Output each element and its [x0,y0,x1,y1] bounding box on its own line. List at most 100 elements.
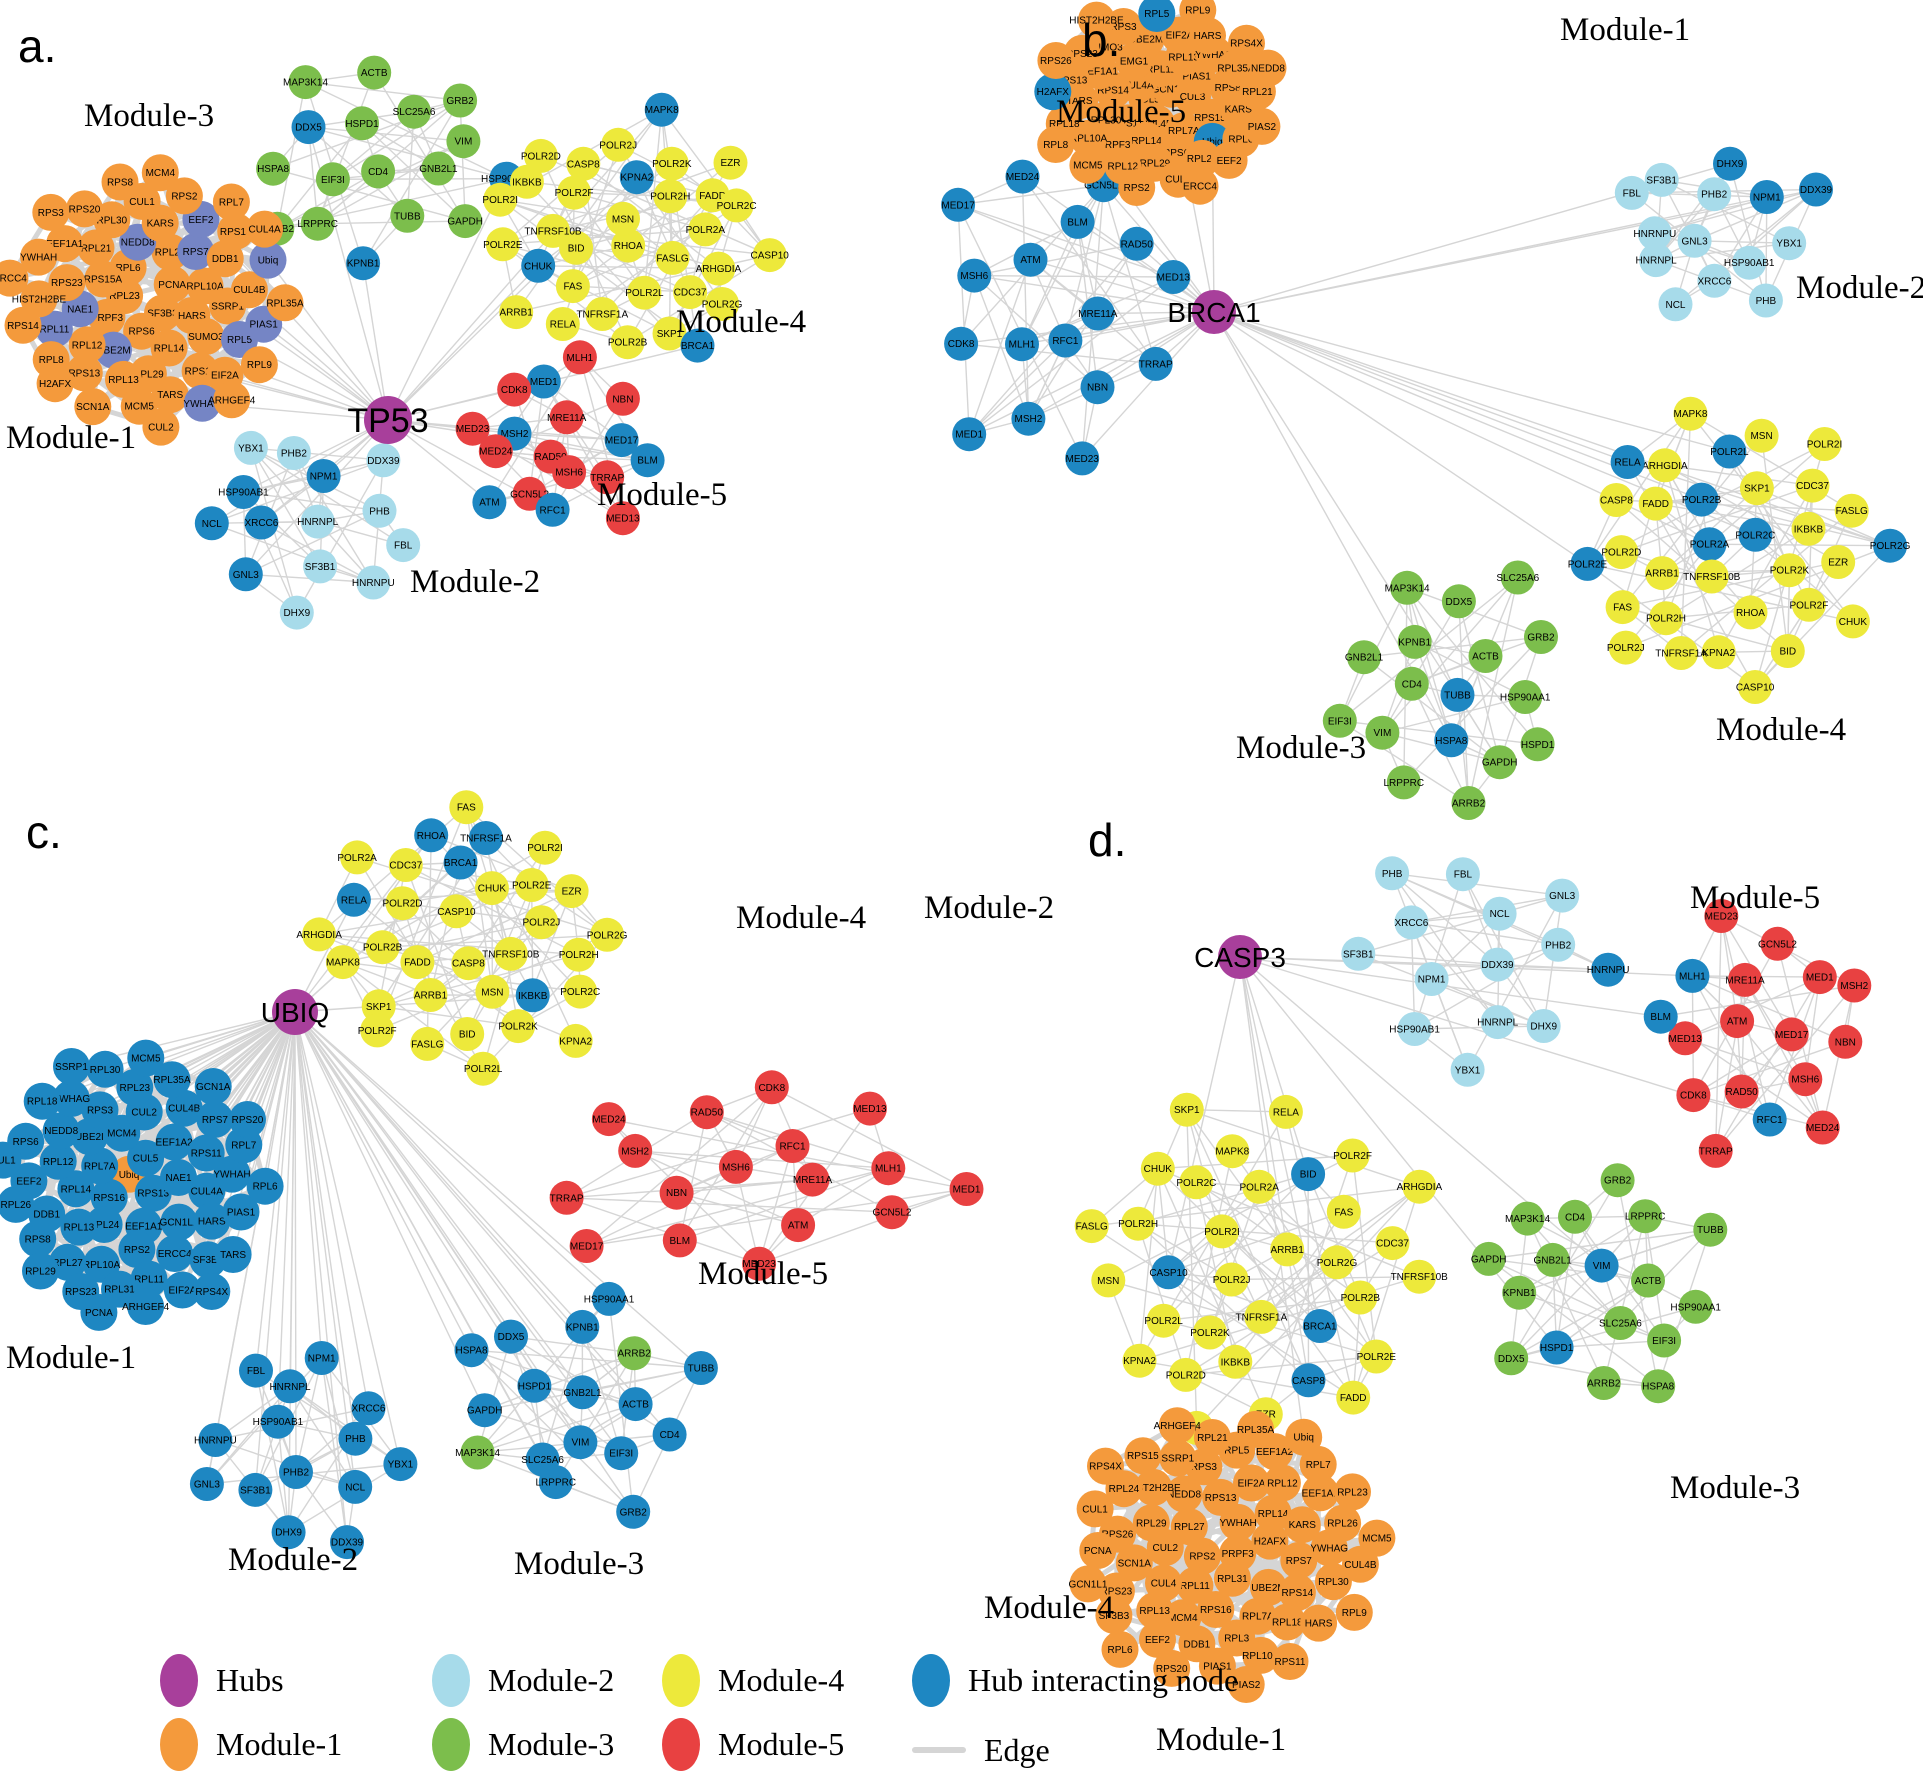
node-atm: ATM [1720,1004,1754,1038]
node-casp8: CASP8 [566,147,600,181]
node-sf3b1: SF3B1 [303,549,337,583]
node-polr2g: POLR2G [1870,529,1911,563]
node-hnrnpl: HNRNPL [1636,243,1678,277]
node-mapk8: MAPK8 [326,945,360,979]
node-map3k14: MAP3K14 [1385,571,1430,605]
module-label-module-1-a: Module-1 [6,420,136,456]
node-fbl: FBL [1615,176,1649,210]
node-polr2g: POLR2G [1317,1245,1358,1279]
node-rfc1: RFC1 [776,1129,810,1163]
node-rela: RELA [1611,445,1645,479]
node-polr2a: POLR2A [1239,1170,1279,1204]
node-sumo3: SUMO3 [187,318,224,355]
node-fbl: FBL [1446,857,1480,891]
node-map3k14: MAP3K14 [1505,1202,1550,1236]
node-cul4a: CUL4A [246,211,283,248]
node-blm: BLM [1644,1000,1678,1034]
node-xrcc6: XRCC6 [352,1391,386,1425]
node-msh2: MSH2 [1011,402,1045,436]
node-pcna: PCNA [154,266,191,303]
node-tubb: TUBB [1693,1213,1727,1247]
node-fas: FAS [1606,590,1640,624]
node-cdc37: CDC37 [389,848,423,882]
node-rps11: RPS11 [1272,1643,1309,1680]
node-rpl9: RPL9 [1336,1594,1373,1631]
node-eef2: EEF2 [1211,142,1248,179]
node-mcm5: MCM5 [1069,147,1106,184]
node-msh2: MSH2 [1837,969,1871,1003]
module-label-module-4-a: Module-4 [676,304,806,340]
node-cd4: CD4 [1395,667,1429,701]
module-label-module-3-b: Module-3 [1236,730,1366,766]
node-mcm5: MCM5 [1358,1520,1395,1557]
node-rfc1: RFC1 [536,493,570,527]
node-ubiq: Ubiq [1285,1419,1322,1456]
node-tars: TARS [215,1236,252,1273]
node-sf3b1: SF3B1 [1341,937,1375,971]
module-label-module-5-b: Module-5 [1056,94,1186,130]
panel-letter-a: a. [18,20,56,72]
node-rpl29: RPL29 [22,1253,59,1290]
node-med13: MED13 [1156,260,1190,294]
node-casp10: CASP10 [1149,1255,1188,1289]
panel-a: CD4HSPD1GNB2L1EIF3ISLC25A6TUBBDDX5VIMLRP… [0,20,806,630]
node-xrcc6: XRCC6 [244,506,278,540]
node-npm1: NPM1 [307,459,341,493]
node-kpnb1: KPNB1 [1398,625,1432,659]
node-casp8: CASP8 [451,946,485,980]
panel-d: DDX39NPM1NCLHNRNPLXRCC6PHB2HSP90AB1FBLDH… [924,814,1871,1758]
module-label-module-1-d: Module-1 [1156,1722,1286,1758]
node-pias2: PIAS2 [1243,108,1280,145]
node-polr2l: POLR2L [1710,435,1749,469]
node-gapdh: GAPDH [1482,745,1518,779]
node-msh2: MSH2 [618,1134,652,1168]
hub-brca1: BRCA1 [1167,290,1260,334]
node-hnrnpu: HNRNPU [194,1423,237,1457]
node-mre11a: MRE11A [547,400,587,434]
node-gnl3: GNL3 [1678,224,1712,258]
node-ncl: NCL [338,1470,372,1504]
node-nbn: NBN [606,382,640,416]
hub-label: UBIQ [261,997,329,1028]
node-rad50: RAD50 [1725,1075,1759,1109]
node-sf3b1: SF3B1 [238,1473,272,1507]
node-rps20: RPS20 [229,1101,266,1138]
node-hspa8: HSPA8 [256,152,290,186]
module-label-module-5-d: Module-5 [1690,880,1820,916]
node-ikbkb: IKBKB [1792,512,1826,546]
node-ikbkb: IKBKB [516,978,550,1012]
node-fbl: FBL [239,1354,273,1388]
node-blm: BLM [1061,205,1095,239]
node-trrap: TRRAP [1139,347,1173,381]
node-arrb1: ARRB1 [499,295,533,329]
node-ssrp1: SSRP1 [1159,1440,1196,1477]
node-rpl35a: RPL35A [266,284,304,321]
node-rpl7: RPL7 [213,184,250,221]
node-rps15: RPS15 [1124,1437,1161,1474]
node-phb: PHB [338,1422,372,1456]
node-ddx5: DDX5 [494,1320,528,1354]
node-nedd8: NEDD8 [1250,50,1287,87]
panel-letter-b: b. [1082,14,1120,66]
node-rad50: RAD50 [690,1095,724,1129]
node-kpna2: KPNA2 [1123,1344,1157,1378]
node-cdc37: CDC37 [1796,469,1830,503]
module-label-module-2-d: Module-2 [924,890,1054,926]
node-med1: MED1 [950,1172,984,1206]
module-label-module-2-b: Module-2 [1796,270,1923,306]
node-gnl3: GNL3 [229,557,263,591]
node-ikbkb: IKBKB [1218,1345,1252,1379]
hub-label: TP53 [347,402,428,440]
node-kpnb1: KPNB1 [565,1310,599,1344]
node-sf3b1: SF3B1 [1645,163,1679,197]
node-rps26: RPS26 [1037,42,1074,79]
node-bid: BID [450,1017,484,1051]
node-rela: RELA [337,883,371,917]
node-casp10: CASP10 [437,894,476,928]
node-actb: ACTB [1631,1264,1665,1298]
node-bid: BID [1291,1157,1325,1191]
node-rpl9: RPL9 [241,346,278,383]
node-blm: BLM [663,1223,697,1257]
node-msh6: MSH6 [1788,1062,1822,1096]
node-phb: PHB [1749,284,1783,318]
